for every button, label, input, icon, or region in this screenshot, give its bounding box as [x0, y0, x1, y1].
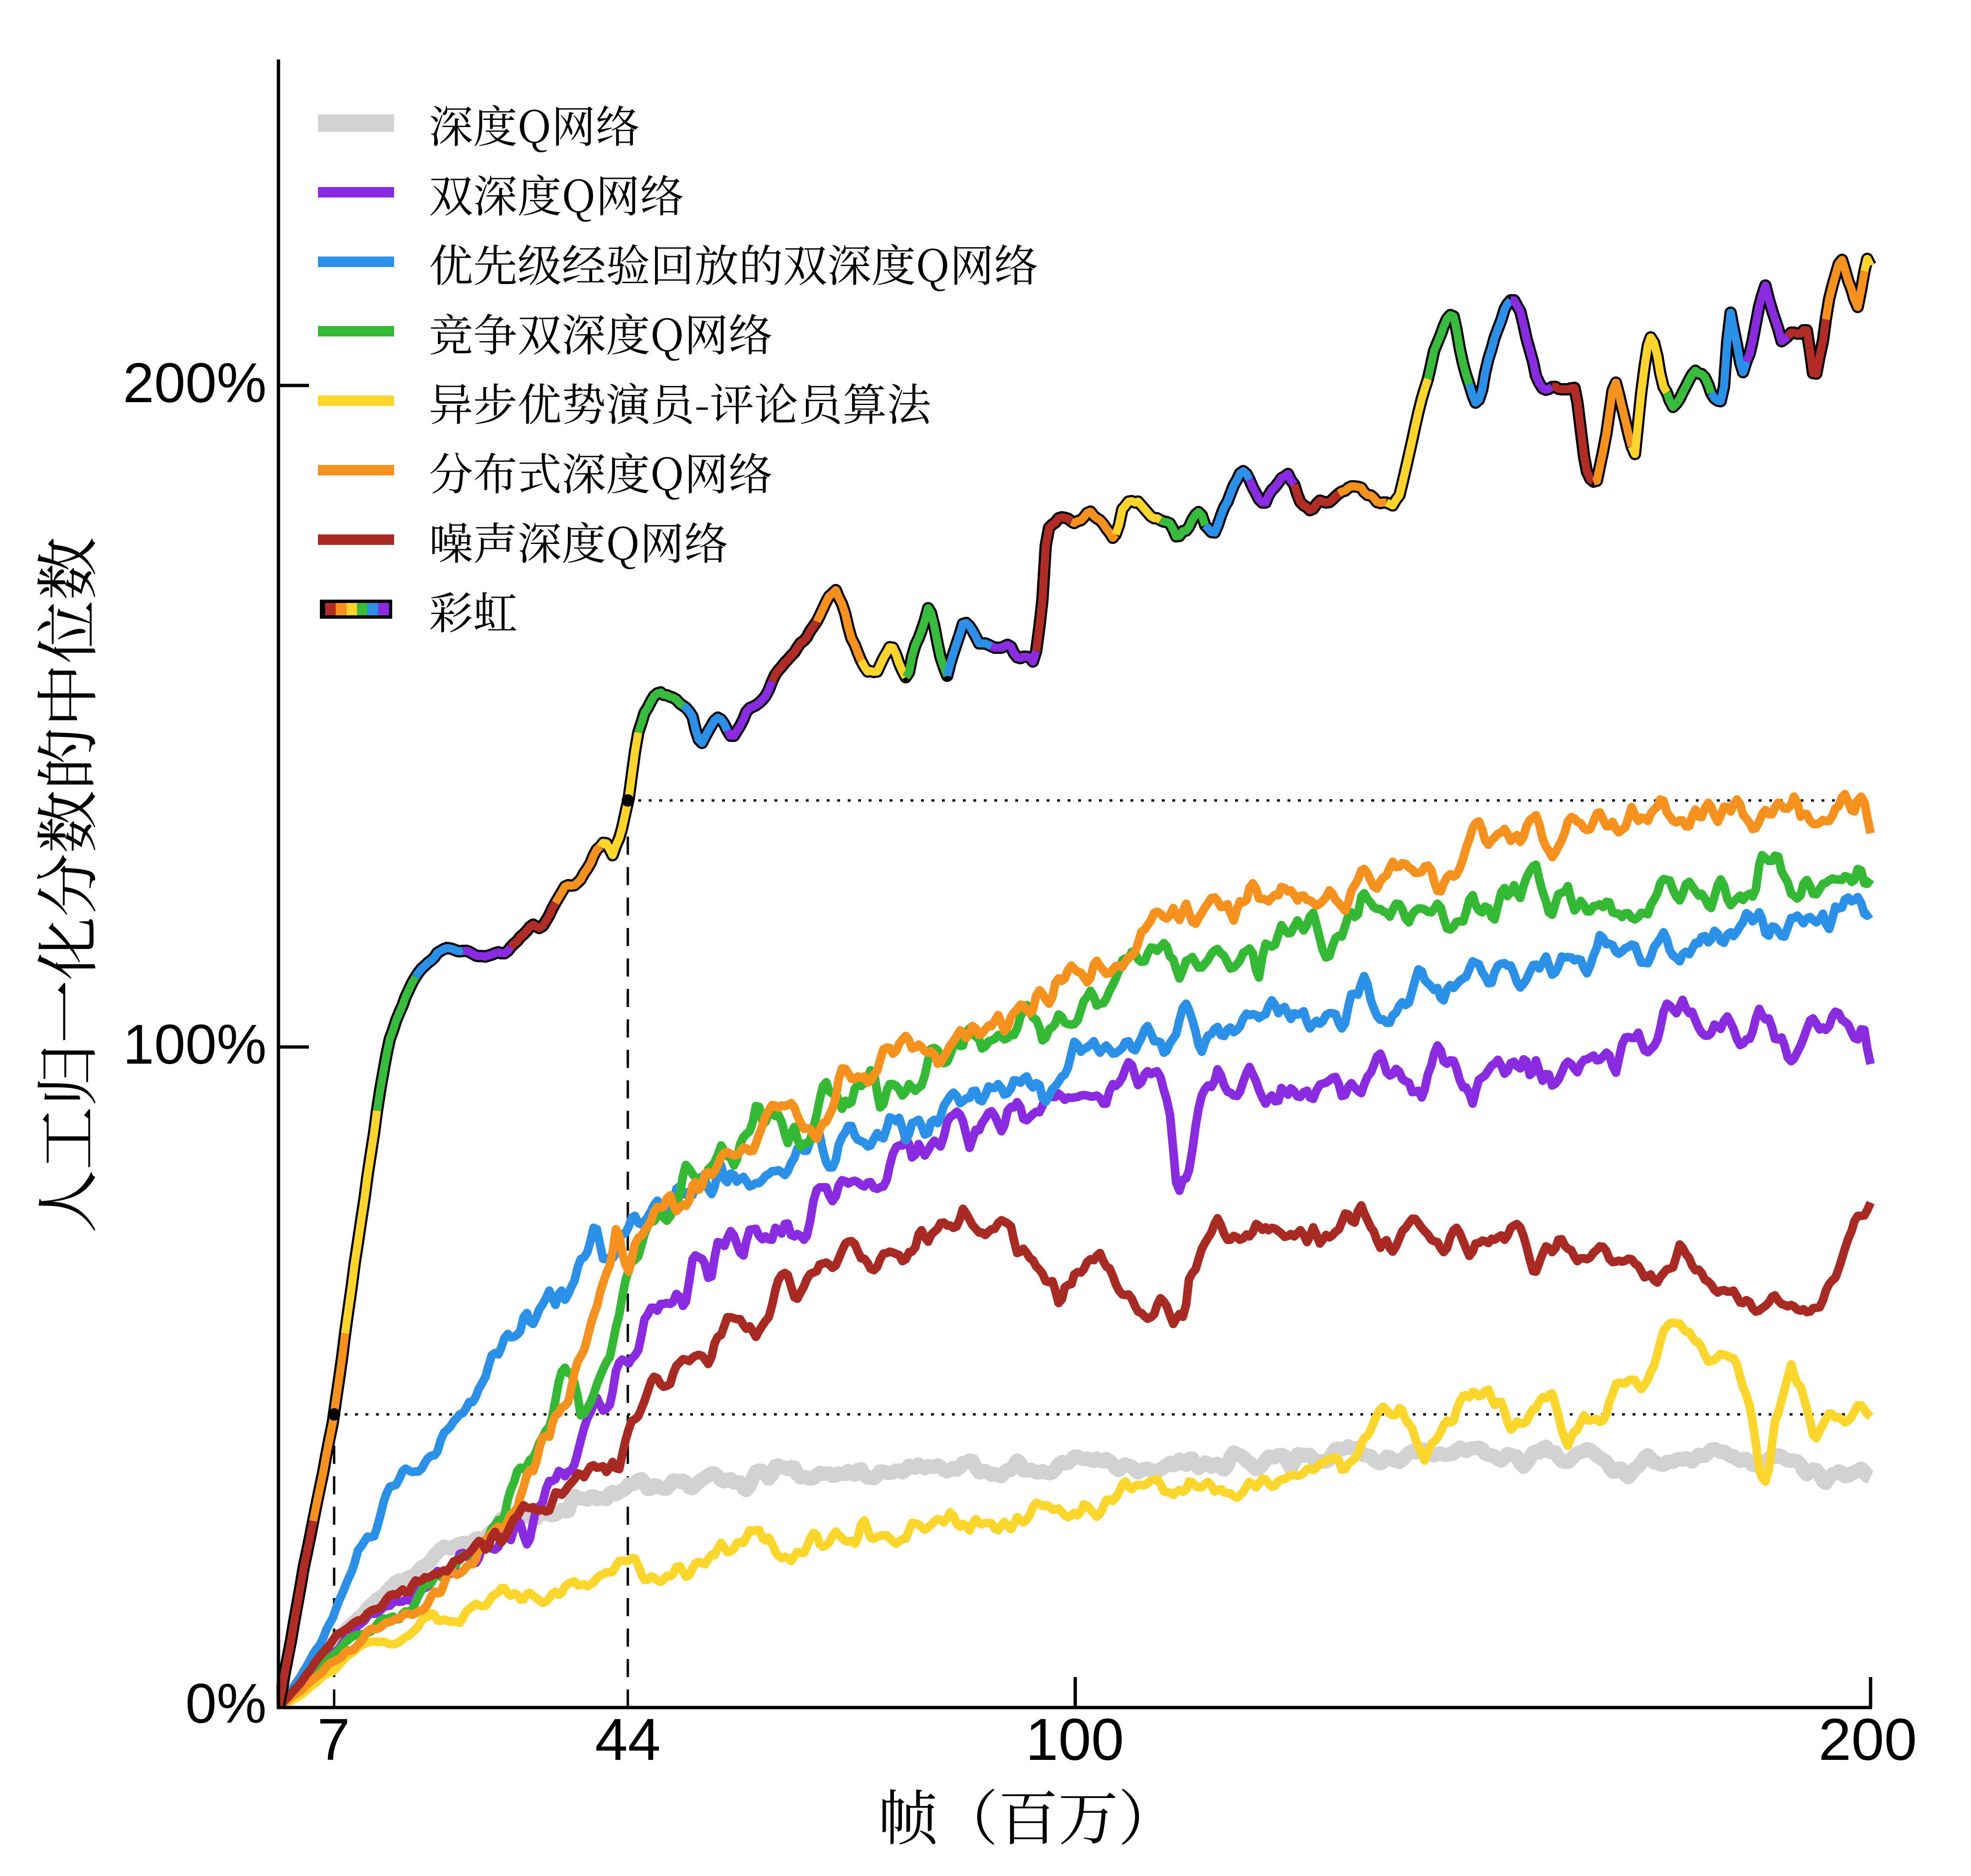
svg-text:44: 44: [595, 1707, 661, 1773]
svg-text:0%: 0%: [185, 1672, 267, 1735]
svg-text:100%: 100%: [123, 1013, 267, 1076]
svg-text:7: 7: [317, 1707, 350, 1773]
svg-text:200: 200: [1819, 1707, 1917, 1773]
svg-text:200%: 200%: [123, 352, 267, 415]
svg-text:100: 100: [1026, 1707, 1124, 1773]
